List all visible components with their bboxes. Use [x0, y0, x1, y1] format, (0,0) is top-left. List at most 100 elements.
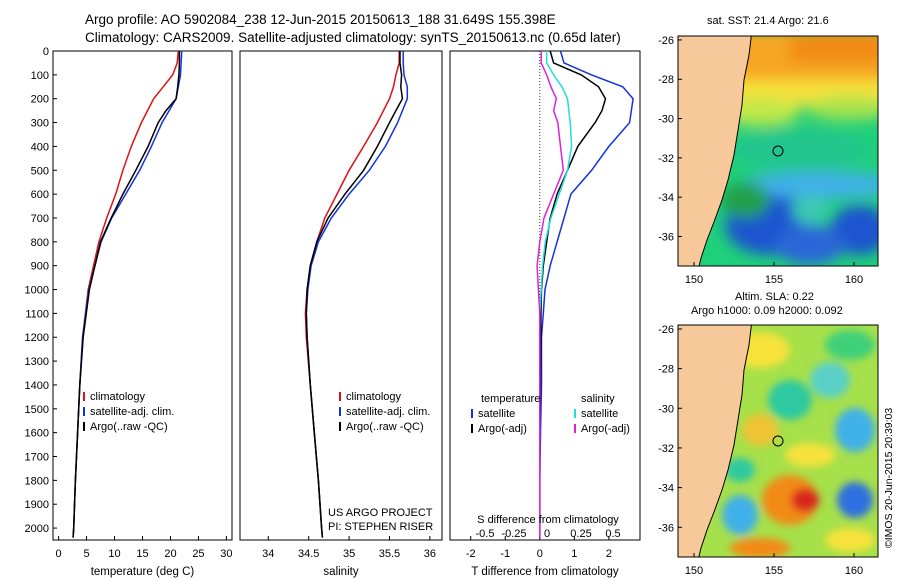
x-axis-label: salinity [323, 566, 358, 578]
argo-height-title: Argo h1000: 0.09 h2000: 0.092 [691, 305, 843, 317]
series-line-temperature-argo-adj- [539, 50, 607, 538]
x-tick-label: 36 [424, 548, 436, 560]
title-line-1: Argo profile: AO 5902084_238 12-Jun-2015… [85, 12, 556, 27]
title-line-2: Climatology: CARS2009. Satellite-adjuste… [85, 30, 621, 45]
legend-label: satellite [581, 408, 618, 420]
series-line-climatology [304, 51, 400, 538]
x-tick-label: 35 [343, 548, 355, 560]
map-y-tick-label: -26 [658, 35, 674, 47]
y-tick-label: 1400 [25, 380, 49, 392]
map-y-tick-label: -30 [658, 114, 674, 126]
y-tick-label: 700 [31, 213, 49, 225]
series-line-satellite-adj-clim- [305, 51, 409, 538]
y-tick-label: 1900 [25, 499, 49, 511]
y-tick-label: 400 [31, 141, 49, 153]
map-y-tick-label: -34 [658, 483, 674, 495]
map-x-tick-label: 155 [765, 274, 783, 286]
map-y-tick-label: -32 [658, 443, 674, 455]
sst-map [678, 36, 878, 266]
x-tick-label: 5 [84, 548, 90, 560]
y-tick-label: 1100 [25, 308, 49, 320]
y-tick-label: 100 [31, 70, 49, 82]
series-line-argo-raw-qc- [72, 51, 181, 538]
map-x-tick-label: 160 [845, 565, 863, 577]
profile-panel-frame-3 [449, 50, 641, 541]
legend-header-temperature: temperature [481, 393, 540, 405]
x-tick-label: 20 [164, 548, 176, 560]
map-x-tick-label: 150 [685, 274, 703, 286]
y-tick-label: 1000 [25, 285, 49, 297]
x-axis-label: T difference from climatology [471, 566, 618, 578]
sla-map [678, 325, 878, 557]
y-tick-label: 1700 [25, 452, 49, 464]
y-tick-label: 1300 [25, 356, 49, 368]
x-tick-label: 15 [136, 548, 148, 560]
series-line-temperature-satellite [539, 50, 634, 538]
y-tick-label: 800 [31, 237, 49, 249]
legend-label: satellite-adj. clim. [90, 406, 174, 418]
legend-label: climatology [90, 391, 146, 403]
x-tick-label: 35.5 [379, 548, 400, 560]
map-y-tick-label: -28 [658, 74, 674, 86]
x-tick-label: 10 [108, 548, 120, 560]
sst-map-frame [677, 35, 879, 267]
series-line-salinity-argo-adj- [536, 51, 565, 538]
x-tick-label-secondary: -0.5 [476, 528, 495, 540]
legend-header-salinity: salinity [581, 393, 615, 405]
legend-label: Argo(-adj) [478, 423, 527, 435]
x-tick-label: 34.5 [298, 548, 319, 560]
legend-label: Argo(..raw -QC) [90, 421, 168, 433]
map-x-tick-label: 150 [685, 565, 703, 577]
legend-label: satellite [478, 408, 515, 420]
project-pi: PI: STEPHEN RISER [328, 521, 433, 533]
sla-map-frame [677, 324, 879, 558]
map-y-tick-label: -26 [658, 324, 674, 336]
map-y-tick-label: -36 [658, 232, 674, 244]
x-axis-label-secondary: S difference from climatology [477, 514, 619, 526]
legend-label: satellite-adj. clim. [346, 406, 430, 418]
y-tick-label: 500 [31, 165, 49, 177]
x-tick-label-secondary: 0 [544, 528, 550, 540]
y-tick-label: 300 [31, 118, 49, 130]
map-x-tick-label: 160 [845, 274, 863, 286]
legend-label: Argo(-adj) [581, 423, 630, 435]
project-name: US ARGO PROJECT [328, 507, 433, 519]
sst-map-title: sat. SST: 21.4 Argo: 21.6 [707, 15, 829, 27]
profile-panel-frame-1 [52, 50, 233, 541]
x-tick-label: -2 [466, 548, 476, 560]
x-tick-label-secondary: -0.25 [501, 528, 526, 540]
y-tick-label: 900 [31, 261, 49, 273]
x-tick-label: 1 [571, 548, 577, 560]
x-axis-label: temperature (deg C) [91, 566, 195, 578]
series-line-argo-raw-qc- [305, 51, 404, 538]
x-tick-label: -1 [500, 548, 510, 560]
x-tick-label: 0 [56, 548, 62, 560]
map-y-tick-label: -30 [658, 403, 674, 415]
y-tick-label: 600 [31, 189, 49, 201]
y-tick-label: 0 [43, 46, 49, 58]
sla-map-title: Altim. SLA: 0.22 [735, 291, 814, 303]
y-tick-label: 1800 [25, 475, 49, 487]
y-tick-label: 1600 [25, 428, 49, 440]
y-tick-label: 200 [31, 94, 49, 106]
map-y-tick-label: -36 [658, 522, 674, 534]
y-tick-label: 1500 [25, 404, 49, 416]
map-y-tick-label: -32 [658, 153, 674, 165]
x-tick-label: 2 [606, 548, 612, 560]
legend-label: Argo(..raw -QC) [346, 421, 424, 433]
y-tick-label: 1200 [25, 332, 49, 344]
map-y-tick-label: -28 [658, 364, 674, 376]
x-tick-label-secondary: 0.25 [570, 528, 591, 540]
x-tick-label: 34 [262, 548, 274, 560]
map-x-tick-label: 155 [765, 565, 783, 577]
y-tick-label: 2000 [25, 523, 49, 535]
x-tick-label: 25 [192, 548, 204, 560]
x-tick-label-secondary: 0.5 [605, 528, 620, 540]
profile-panel-frame-2 [239, 50, 443, 541]
map-y-tick-label: -34 [658, 192, 674, 204]
legend-label: climatology [346, 391, 402, 403]
x-tick-label: 0 [537, 548, 543, 560]
x-tick-label: 30 [220, 548, 232, 560]
